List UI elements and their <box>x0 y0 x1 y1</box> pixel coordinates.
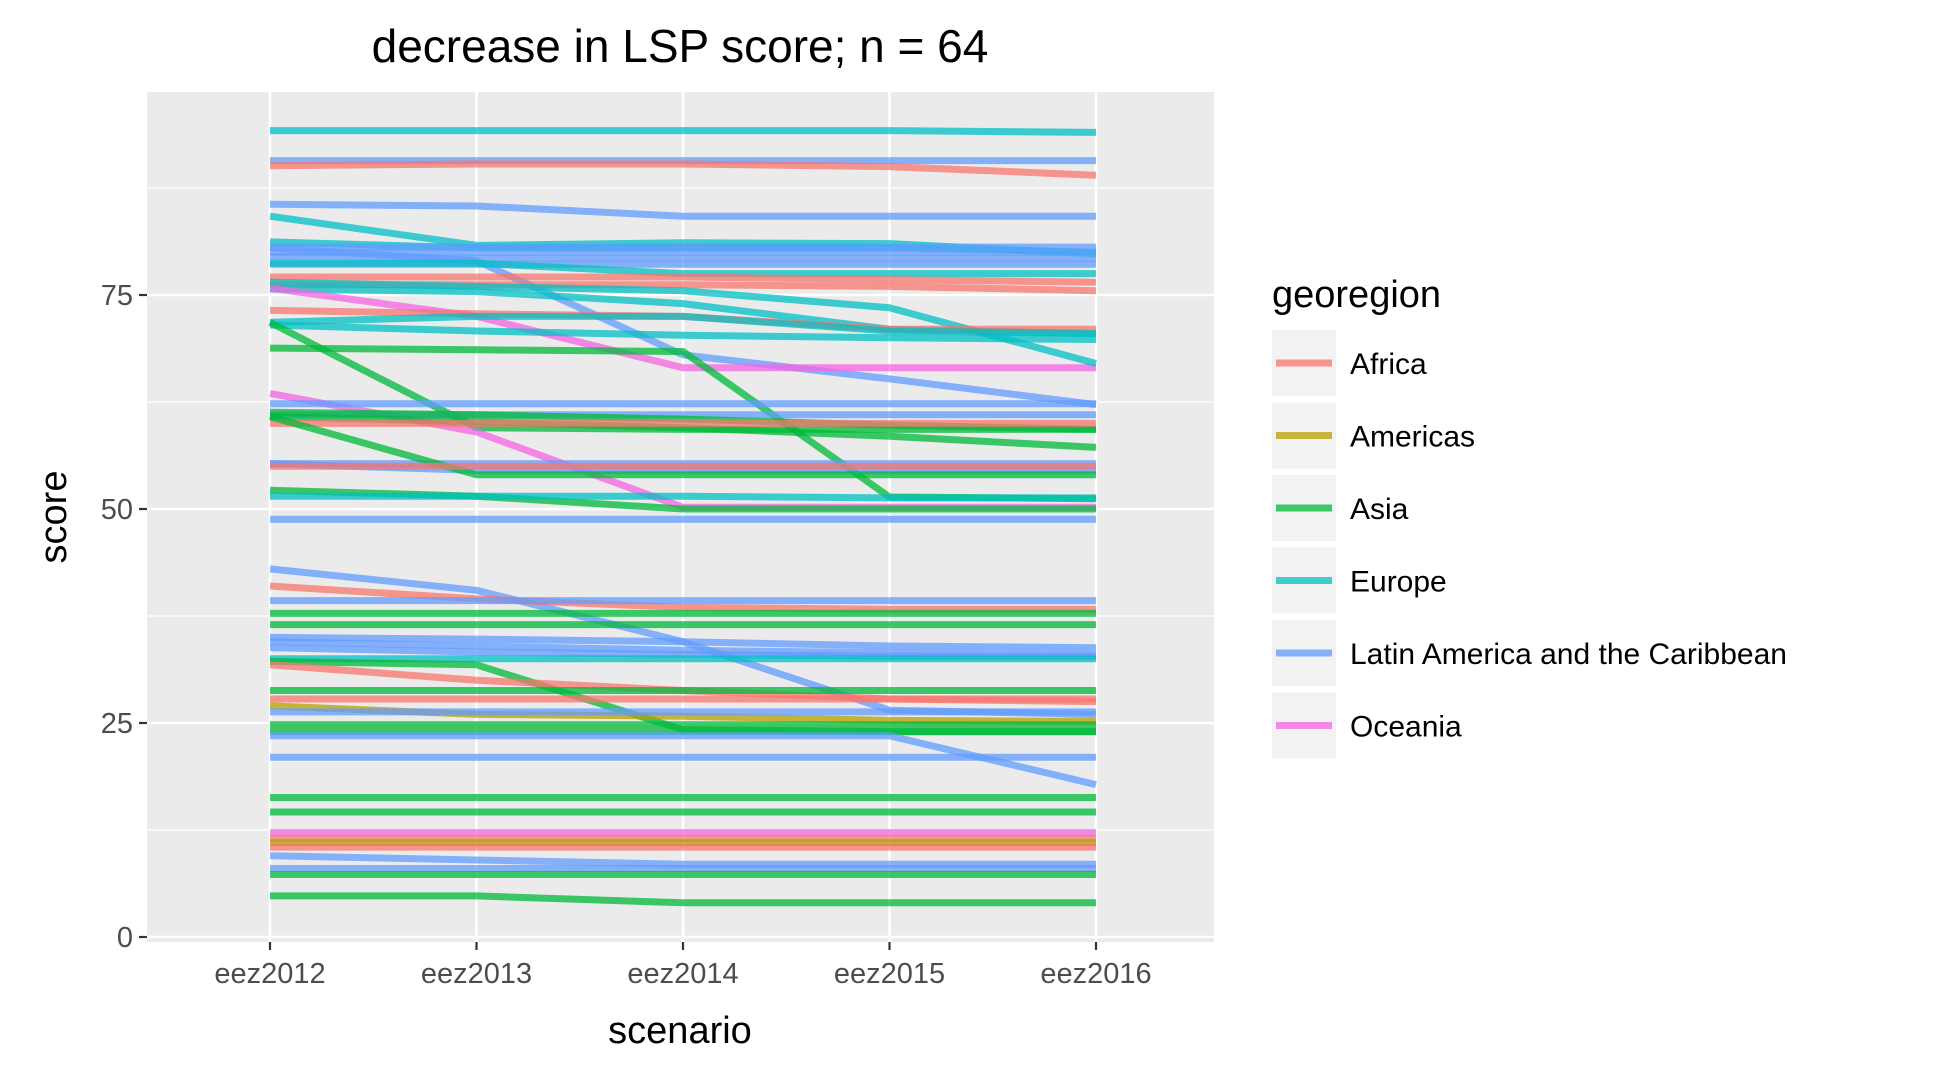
series-line <box>269 852 1096 868</box>
y-tick-label: 25 <box>101 708 133 740</box>
series-line <box>269 284 1096 372</box>
x-tick-label: eez2014 <box>627 958 738 990</box>
x-tick-label: eez2012 <box>214 958 325 990</box>
x-tick-label: eez2015 <box>834 958 945 990</box>
y-tick-label: 50 <box>101 494 133 526</box>
legend-entries: Africa Americas Asia Europe Latin America an… <box>1272 330 1787 759</box>
series-line <box>269 633 1097 652</box>
series-line <box>270 732 1097 789</box>
legend-label: Oceania <box>1350 711 1462 744</box>
chart-title: decrease in LSP score; n = 64 <box>372 20 989 72</box>
legend-label: Asia <box>1350 493 1409 526</box>
series-line <box>269 582 1096 613</box>
series-line <box>270 127 1097 136</box>
series-line <box>269 321 1097 343</box>
series-line <box>270 492 1096 502</box>
y-axis-title: score <box>33 471 75 564</box>
x-tick-label: eez2016 <box>1040 958 1151 990</box>
y-tick-label: 75 <box>101 280 133 312</box>
series-line <box>269 160 1097 179</box>
x-axis: eez2012 eez2013 eez2014 eez2015 eez2016 <box>214 942 1152 990</box>
legend-label: Americas <box>1350 421 1475 454</box>
series-lines <box>268 127 1097 907</box>
legend: georegion Africa Americas Asia Europe Latin … <box>1272 274 1787 759</box>
y-axis: 0 25 50 75 <box>101 280 147 954</box>
legend-label: Africa <box>1350 348 1427 381</box>
series-line <box>269 312 1097 337</box>
legend-label: Europe <box>1350 566 1447 599</box>
series-line <box>269 413 1096 479</box>
series-line <box>270 273 1097 286</box>
y-tick-label: 0 <box>117 922 133 954</box>
x-axis-title: scenario <box>608 1010 752 1052</box>
legend-label: Latin America and the Caribbean <box>1350 638 1787 671</box>
series-line <box>269 200 1096 220</box>
x-tick-label: eez2013 <box>421 958 532 990</box>
legend-title: georegion <box>1272 274 1441 316</box>
series-line <box>270 892 1096 907</box>
